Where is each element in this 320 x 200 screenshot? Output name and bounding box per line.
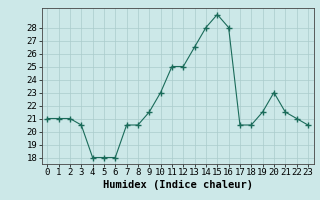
X-axis label: Humidex (Indice chaleur): Humidex (Indice chaleur) xyxy=(103,180,252,190)
